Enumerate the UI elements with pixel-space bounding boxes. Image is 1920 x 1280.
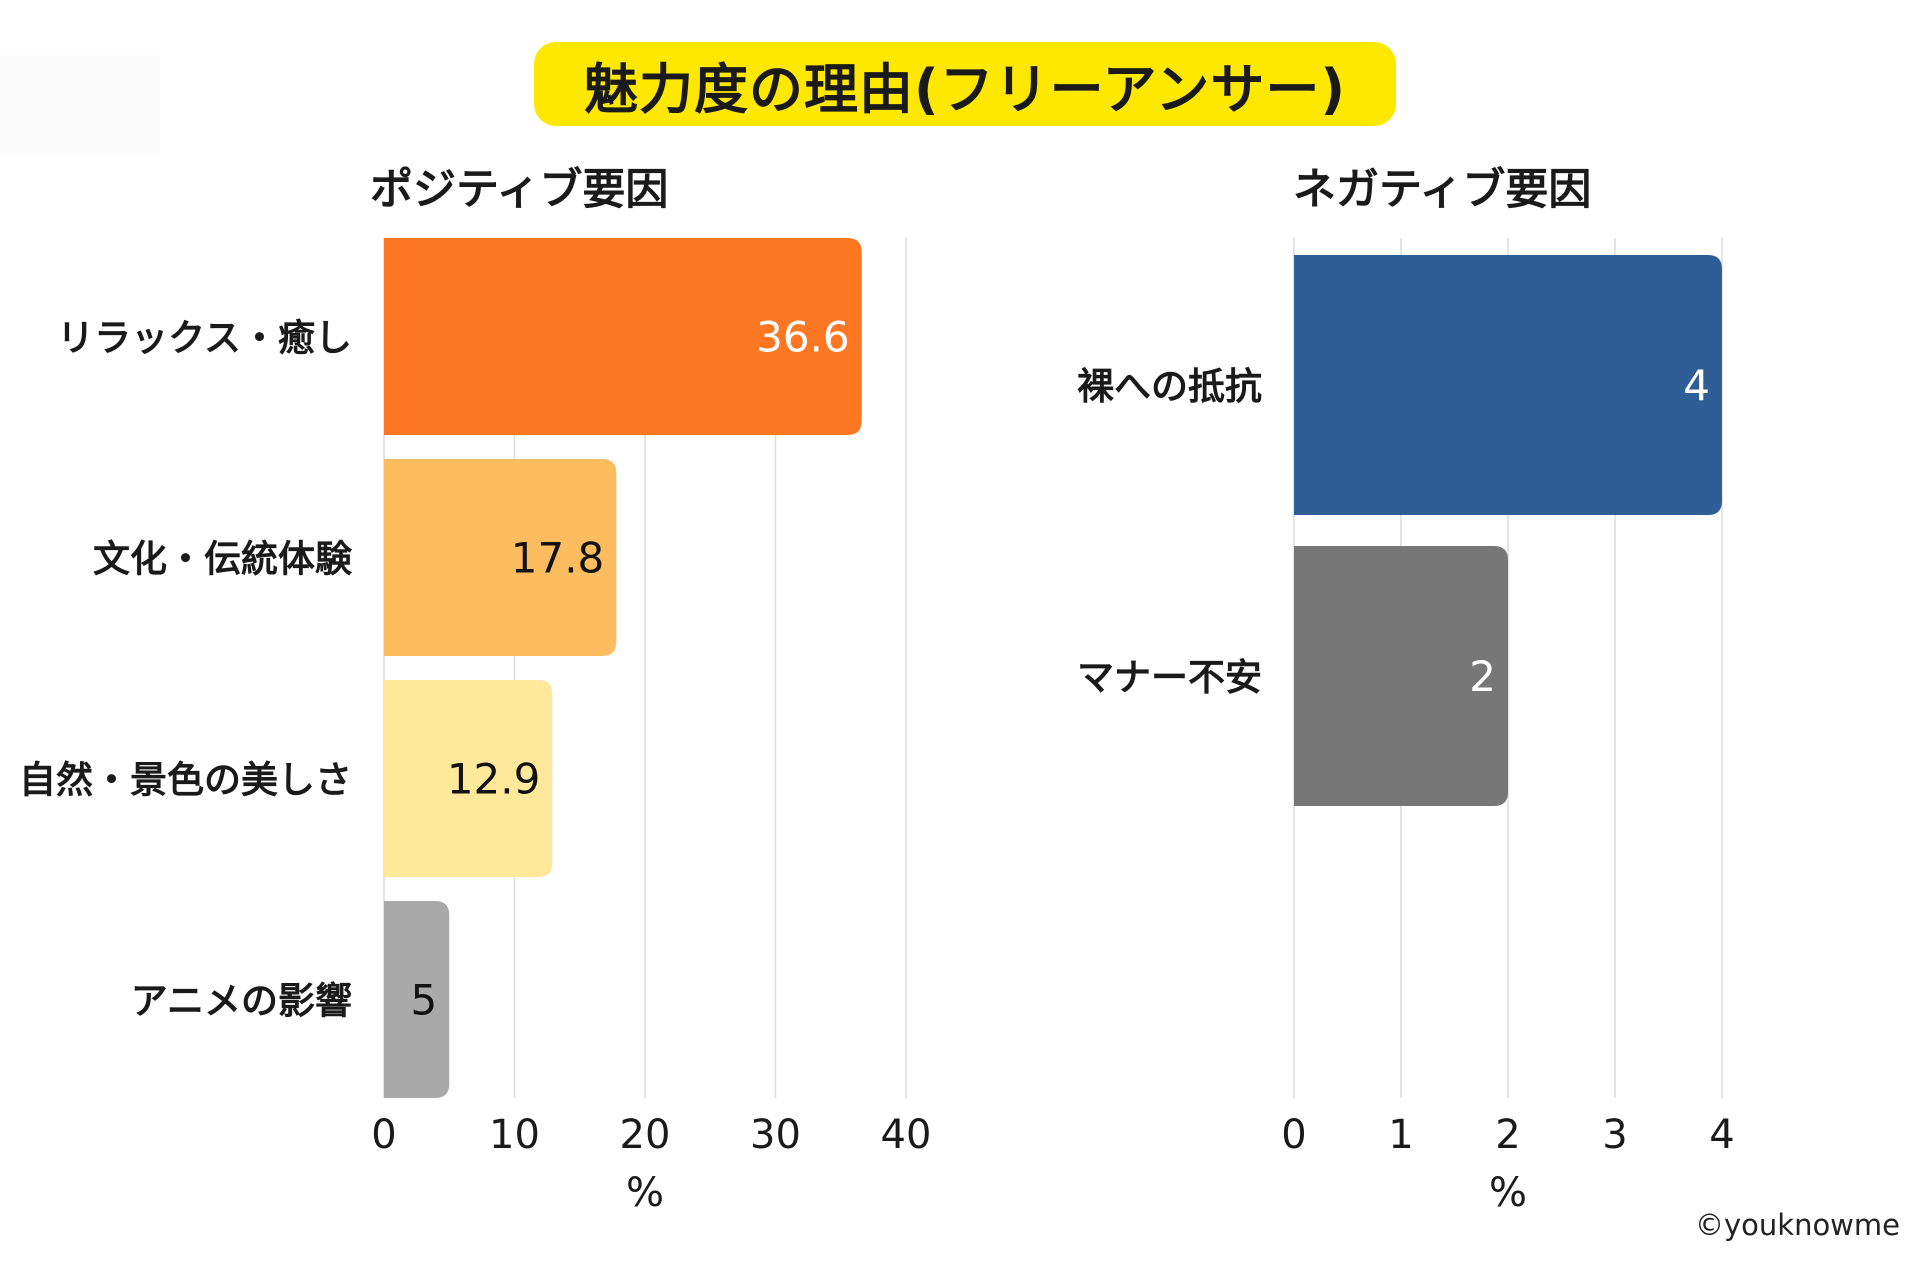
tick-label: 0 <box>1281 1112 1306 1158</box>
corner-watermark <box>0 55 160 155</box>
bar <box>1294 546 1508 806</box>
data-label: 17.8 <box>511 534 605 583</box>
data-label: 5 <box>411 976 438 1025</box>
tick-label: 3 <box>1602 1112 1627 1158</box>
category-label: リラックス・癒し <box>57 317 352 360</box>
category-label: 文化・伝統体験 <box>93 538 353 581</box>
data-label: 4 <box>1683 361 1710 410</box>
negative-bar-chart: 裸への抵抗 4 マナー不安 2 0 1 2 3 4% <box>1077 238 1735 1216</box>
copyright-text: ©youknowme <box>1694 1208 1900 1242</box>
tick-label: 10 <box>489 1112 540 1158</box>
category-label: アニメの影響 <box>131 980 352 1023</box>
bar <box>384 459 617 656</box>
tick-label: 0 <box>371 1112 396 1158</box>
positive-panel-title: ポジティブ要因 <box>370 165 669 215</box>
data-label: 12.9 <box>447 755 541 804</box>
bar <box>384 238 862 435</box>
bar <box>384 901 450 1098</box>
bar <box>1294 255 1722 515</box>
negative-panel-title: ネガティブ要因 <box>1293 165 1592 215</box>
bar <box>384 680 553 877</box>
axis-label: % <box>626 1170 664 1216</box>
tick-label: 4 <box>1709 1112 1734 1158</box>
tick-label: 2 <box>1495 1112 1520 1158</box>
category-label: マナー不安 <box>1077 656 1262 699</box>
tick-label: 1 <box>1388 1112 1413 1158</box>
axis-label: % <box>1489 1170 1527 1216</box>
category-label: 裸への抵抗 <box>1077 365 1262 408</box>
tick-label: 40 <box>881 1112 932 1158</box>
positive-bar-chart: リラックス・癒し 36.6 文化・伝統体験 17.8 自然・景色の美しさ 12.9 アニメの… <box>19 238 932 1216</box>
tick-label: 30 <box>750 1112 801 1158</box>
tick-label: 20 <box>620 1112 671 1158</box>
data-label: 36.6 <box>756 313 850 362</box>
category-label: 自然・景色の美しさ <box>19 759 352 802</box>
page-title: 魅力度の理由(フリーアンサー) <box>534 42 1396 126</box>
data-label: 2 <box>1469 652 1496 701</box>
